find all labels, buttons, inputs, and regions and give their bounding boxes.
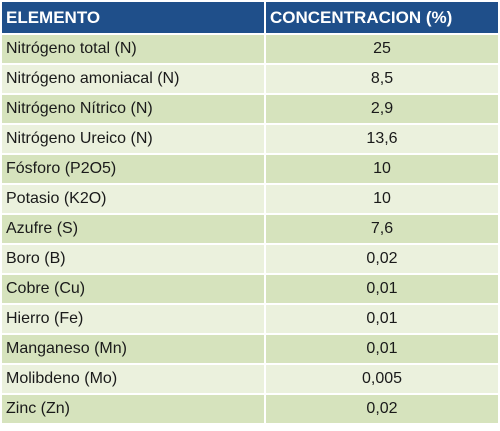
row-element: Hierro (Fe) (2, 305, 266, 335)
table-row: Cobre (Cu) 0,01 (2, 275, 498, 305)
table-row: Zinc (Zn) 0,02 (2, 395, 498, 425)
row-value: 0,01 (266, 335, 498, 365)
table-row: Hierro (Fe) 0,01 (2, 305, 498, 335)
row-element: Molibdeno (Mo) (2, 365, 266, 395)
composition-table: ELEMENTO CONCENTRACION (%) Nitrógeno tot… (2, 2, 498, 425)
row-value: 10 (266, 155, 498, 185)
table-row: Nitrógeno amoniacal (N) 8,5 (2, 65, 498, 95)
table-row: Boro (B) 0,02 (2, 245, 498, 275)
table-row: Manganeso (Mn) 0,01 (2, 335, 498, 365)
row-element: Boro (B) (2, 245, 266, 275)
row-element: Nitrógeno Nítrico (N) (2, 95, 266, 125)
row-value: 8,5 (266, 65, 498, 95)
row-value: 0,02 (266, 245, 498, 275)
row-value: 7,6 (266, 215, 498, 245)
table-row: Fósforo (P2O5) 10 (2, 155, 498, 185)
table-header-row: ELEMENTO CONCENTRACION (%) (2, 2, 498, 35)
table-row: Nitrógeno total (N) 25 (2, 35, 498, 65)
row-value: 2,9 (266, 95, 498, 125)
row-element: Nitrógeno amoniacal (N) (2, 65, 266, 95)
header-concentration: CONCENTRACION (%) (266, 2, 498, 35)
table-row: Nitrógeno Nítrico (N) 2,9 (2, 95, 498, 125)
row-value: 10 (266, 185, 498, 215)
row-element: Zinc (Zn) (2, 395, 266, 425)
row-element: Potasio (K2O) (2, 185, 266, 215)
table-row: Molibdeno (Mo) 0,005 (2, 365, 498, 395)
row-value: 0,01 (266, 305, 498, 335)
table-row: Potasio (K2O) 10 (2, 185, 498, 215)
row-value: 13,6 (266, 125, 498, 155)
row-element: Manganeso (Mn) (2, 335, 266, 365)
row-value: 25 (266, 35, 498, 65)
row-element: Azufre (S) (2, 215, 266, 245)
row-value: 0,01 (266, 275, 498, 305)
header-element: ELEMENTO (2, 2, 266, 35)
row-element: Nitrógeno total (N) (2, 35, 266, 65)
table-row: Azufre (S) 7,6 (2, 215, 498, 245)
row-value: 0,005 (266, 365, 498, 395)
row-element: Fósforo (P2O5) (2, 155, 266, 185)
row-element: Nitrógeno Ureico (N) (2, 125, 266, 155)
row-value: 0,02 (266, 395, 498, 425)
table-row: Nitrógeno Ureico (N) 13,6 (2, 125, 498, 155)
row-element: Cobre (Cu) (2, 275, 266, 305)
